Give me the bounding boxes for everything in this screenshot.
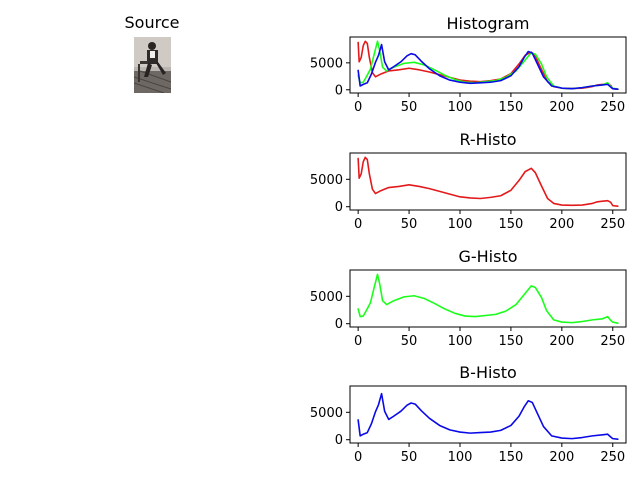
y-tick-label: 0 <box>335 433 343 448</box>
red-series-line <box>357 156 619 207</box>
x-tick-label: 150 <box>499 217 524 232</box>
x-tick-label: 100 <box>448 334 473 349</box>
axes-frame <box>349 269 627 328</box>
x-tick-label: 50 <box>401 217 418 232</box>
blue-series-line <box>357 392 619 440</box>
histogram-panel-4: B-Histo 0 50 100 150 200 250 0 5000 <box>310 363 627 465</box>
x-tick-label: 200 <box>549 334 574 349</box>
panel-title: R-Histo <box>459 130 516 149</box>
x-tick-label: 100 <box>448 450 473 465</box>
panel-title: Histogram <box>447 14 530 33</box>
x-tick-label: 50 <box>401 450 418 465</box>
x-tick-label: 150 <box>499 100 524 115</box>
y-tick-label: 5000 <box>310 56 343 71</box>
x-tick-label: 0 <box>354 100 362 115</box>
y-tick-label: 0 <box>335 200 343 215</box>
histogram-panel-2: R-Histo 0 50 100 150 200 250 0 5000 <box>310 130 627 232</box>
x-tick-label: 0 <box>354 217 362 232</box>
x-tick-label: 250 <box>600 100 625 115</box>
axes-frame <box>349 385 627 444</box>
x-tick-label: 0 <box>354 334 362 349</box>
y-tick-label: 0 <box>335 83 343 98</box>
green-series-line <box>357 273 619 324</box>
x-tick-label: 150 <box>499 450 524 465</box>
x-tick-label: 250 <box>600 334 625 349</box>
x-tick-label: 200 <box>549 217 574 232</box>
x-tick-label: 200 <box>549 100 574 115</box>
x-tick-label: 250 <box>600 450 625 465</box>
blue-series-line <box>357 43 619 91</box>
x-tick-label: 0 <box>354 450 362 465</box>
y-tick-label: 5000 <box>310 290 343 305</box>
x-tick-label: 50 <box>401 334 418 349</box>
x-tick-label: 200 <box>549 450 574 465</box>
x-tick-label: 100 <box>448 217 473 232</box>
panel-title: G-Histo <box>458 247 517 266</box>
x-tick-label: 150 <box>499 334 524 349</box>
source-title: Source <box>124 13 180 32</box>
source-image <box>134 37 171 93</box>
y-tick-label: 0 <box>335 317 343 332</box>
histogram-panel-1: Histogram 0 50 100 150 200 250 0 5000 <box>310 14 627 115</box>
axes-frame <box>349 152 627 211</box>
y-tick-label: 5000 <box>310 406 343 421</box>
x-tick-label: 250 <box>600 217 625 232</box>
x-tick-label: 50 <box>401 100 418 115</box>
x-tick-label: 100 <box>448 100 473 115</box>
axes-frame <box>349 36 627 94</box>
y-tick-label: 5000 <box>310 173 343 188</box>
panel-title: B-Histo <box>459 363 517 382</box>
histogram-panel-3: G-Histo 0 50 100 150 200 250 0 5000 <box>310 247 627 349</box>
